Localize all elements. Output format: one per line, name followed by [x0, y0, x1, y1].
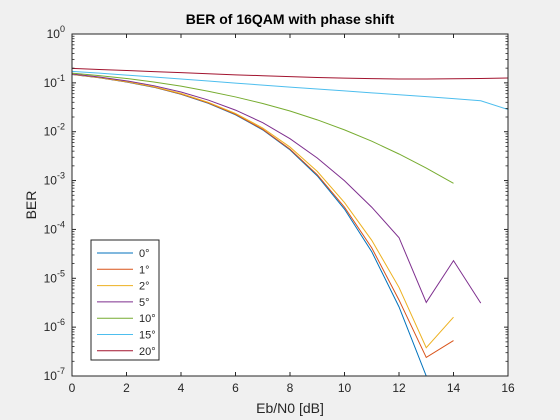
legend-items: 0° 1° 2° 5° 10° 15° 20° [97, 248, 156, 358]
legend-label-1: 1° [139, 264, 150, 276]
x-tick-label: 4 [178, 381, 185, 395]
legend-label-3: 5° [139, 297, 150, 309]
legend-label-2: 2° [139, 281, 150, 293]
x-tick-label: 14 [447, 381, 461, 395]
series-line-3 [72, 73, 482, 304]
y-tick-label: 10-7 [44, 366, 65, 383]
series-line-5 [72, 70, 508, 110]
x-tick-label: 6 [232, 381, 239, 395]
y-axis-label: BER [23, 191, 39, 220]
chart-title: BER of 16QAM with phase shift [186, 11, 395, 27]
x-tick-label: 0 [69, 381, 76, 395]
series-line-2 [72, 73, 454, 349]
x-tick-label: 12 [392, 381, 406, 395]
x-tick-label: 10 [338, 381, 352, 395]
series-lines [72, 67, 508, 376]
x-tick-label: 8 [287, 381, 294, 395]
x-tick-label: 2 [123, 381, 130, 395]
legend-label-5: 15° [139, 330, 156, 342]
y-tick-label: 10-3 [44, 171, 65, 188]
x-tick-label: 16 [501, 381, 515, 395]
y-tick-label: 10-5 [44, 268, 65, 285]
series-line-6 [72, 67, 508, 80]
legend-box [90, 239, 160, 361]
series-line-4 [72, 72, 454, 184]
y-tick-label: 10-1 [44, 73, 65, 90]
legend-label-0: 0° [139, 248, 150, 260]
y-tick-label: 10-2 [44, 122, 65, 139]
y-tick-label: 100 [47, 24, 65, 41]
legend: 0° 1° 2° 5° 10° 15° 20° [90, 239, 160, 361]
y-tick-label: 10-6 [44, 317, 65, 334]
x-axis-label: Eb/N0 [dB] [256, 400, 324, 416]
legend-label-6: 20° [139, 346, 156, 358]
y-axis-ticks: 100 10-1 10-2 10-3 10-4 10-5 10-6 10-7 [44, 24, 508, 383]
y-tick-label: 10-4 [44, 219, 65, 236]
legend-label-4: 10° [139, 313, 156, 325]
x-axis-ticks: 0 2 4 6 8 10 12 14 16 [69, 34, 515, 395]
